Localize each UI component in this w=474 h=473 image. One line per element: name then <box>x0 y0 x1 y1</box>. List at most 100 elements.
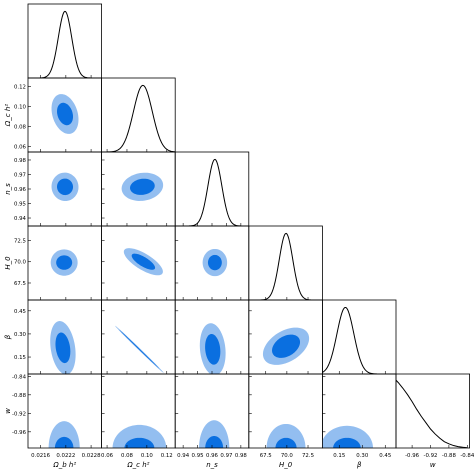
x-tick-label-w: -0.96 <box>405 453 420 459</box>
y-tick-label-n_s: 0.98 <box>14 158 27 164</box>
x-tick-label-omega_b: 0.0228 <box>82 453 101 459</box>
x-tick-label-omega_c: 0.06 <box>101 453 114 459</box>
y-tick-label-H0: 67.5 <box>14 281 26 287</box>
contour-68-beta-H0 <box>272 334 301 358</box>
x-tick-label-beta: 0.45 <box>379 453 391 459</box>
panel-frame-3-3 <box>248 225 323 301</box>
y-tick-label-beta: 0.15 <box>14 355 26 361</box>
y-axis-label-H0: H_0 <box>4 256 12 270</box>
x-tick-label-n_s: 0.95 <box>192 453 204 459</box>
x-axis-label-omega_c: Ω_c h² <box>126 461 149 469</box>
contour-68-beta-omega_b <box>55 332 71 364</box>
panel-frame-0-0 <box>27 3 102 79</box>
marginal-curve-H0 <box>248 232 323 300</box>
contour-68-beta-omega_c <box>119 329 160 369</box>
panel-frame-1-1 <box>101 77 176 153</box>
x-tick-label-H0: 72.5 <box>302 453 314 459</box>
x-tick-label-n_s: 0.98 <box>235 453 248 459</box>
contour-beta-vs-omega_c <box>115 325 164 373</box>
x-axis-label-omega_b: Ω_b h² <box>52 461 76 469</box>
contour-68-w-n_s <box>205 435 224 448</box>
marginal-omega_b <box>28 10 102 78</box>
y-tick-label-omega_c: 0.08 <box>14 125 27 131</box>
x-axis-label-w: w <box>430 461 436 469</box>
contour-68-n_s-omega_c <box>130 178 155 195</box>
x-tick-label-H0: 70.0 <box>281 453 294 459</box>
y-tick-label-w: -0.96 <box>12 430 27 436</box>
x-tick-label-omega_b: 0.0216 <box>31 453 50 459</box>
y-tick-label-omega_c: 0.06 <box>14 145 27 151</box>
contour-95-w-n_s <box>199 420 230 448</box>
contour-95-w-beta <box>322 425 373 448</box>
x-tick-label-w: -0.88 <box>442 453 457 459</box>
marginal-curve-omega_b <box>28 10 102 78</box>
marginal-beta <box>322 306 396 374</box>
marginal-H0 <box>248 232 323 300</box>
y-tick-label-n_s: 0.94 <box>14 216 27 222</box>
marginal-w <box>396 379 468 448</box>
x-axis-label-n_s: n_s <box>206 461 218 469</box>
marginal-curve-w <box>396 379 468 448</box>
contour-68-w-beta <box>333 437 361 448</box>
x-axis-label-beta: β <box>357 461 362 469</box>
x-tick-label-H0: 67.5 <box>260 453 272 459</box>
contour-n_s-vs-omega_b <box>51 172 79 202</box>
contour-n_s-vs-omega_c <box>121 172 164 201</box>
contour-95-w-H0 <box>266 423 306 448</box>
contour-68-H0-omega_b <box>56 255 73 270</box>
y-tick-label-beta: 0.30 <box>14 332 27 338</box>
x-tick-label-n_s: 0.96 <box>206 453 219 459</box>
y-axis-label-beta: β <box>4 334 12 339</box>
y-axis-label-w: w <box>4 408 12 414</box>
contour-w-vs-n_s <box>199 420 230 448</box>
x-tick-label-omega_c: 0.08 <box>121 453 134 459</box>
contour-w-vs-beta <box>322 425 373 448</box>
contour-68-w-omega_b <box>54 436 74 448</box>
contour-w-vs-H0 <box>266 423 306 448</box>
y-tick-label-omega_c: 0.12 <box>14 85 26 91</box>
y-tick-label-n_s: 0.95 <box>14 202 26 208</box>
x-tick-label-n_s: 0.94 <box>177 453 190 459</box>
x-axis-label-H0: H_0 <box>279 461 293 469</box>
marginal-curve-omega_c <box>101 84 176 152</box>
contour-w-vs-omega_b <box>48 421 80 448</box>
marginal-curve-beta <box>322 306 396 374</box>
contour-beta-vs-omega_b <box>50 321 76 374</box>
x-tick-label-w: -0.84 <box>460 453 474 459</box>
y-axis-label-n_s: n_s <box>4 183 12 195</box>
x-tick-label-omega_b: 0.0222 <box>56 453 75 459</box>
contour-H0-vs-n_s <box>202 248 228 277</box>
contour-95-w-omega_c <box>112 424 167 448</box>
contour-beta-vs-H0 <box>262 327 310 365</box>
x-tick-label-beta: 0.15 <box>333 453 345 459</box>
x-tick-label-beta: 0.30 <box>356 453 369 459</box>
marginal-curve-n_s <box>175 158 249 226</box>
x-tick-label-w: -0.92 <box>424 453 438 459</box>
contour-68-omega_c-omega_b <box>57 102 73 126</box>
y-tick-label-H0: 70.0 <box>14 260 27 266</box>
panel-frame-5-5 <box>395 373 470 449</box>
panel-frame-4-4 <box>321 299 397 375</box>
contour-68-H0-n_s <box>207 254 222 271</box>
y-axis-label-omega_c: Ω_c h² <box>4 104 12 127</box>
contour-68-H0-omega_c <box>131 253 156 270</box>
marginal-omega_c <box>101 84 176 152</box>
contour-68-n_s-omega_b <box>57 178 74 196</box>
y-tick-label-H0: 72.5 <box>14 238 26 244</box>
contour-68-beta-n_s <box>205 333 221 365</box>
contour-68-w-H0 <box>275 437 297 448</box>
y-tick-label-omega_c: 0.10 <box>14 105 27 111</box>
contour-w-vs-omega_c <box>112 424 167 448</box>
panel-frame-4-1 <box>101 299 176 375</box>
y-tick-label-w: -0.92 <box>12 411 26 417</box>
y-tick-label-w: -0.84 <box>12 374 27 380</box>
contour-beta-vs-n_s <box>199 323 226 374</box>
x-tick-label-omega_c: 0.10 <box>141 453 154 459</box>
y-tick-label-beta: 0.45 <box>14 309 26 315</box>
contour-omega_c-vs-omega_b <box>51 94 79 134</box>
y-tick-label-n_s: 0.96 <box>14 187 27 193</box>
contour-95-w-omega_b <box>48 421 80 448</box>
y-tick-label-w: -0.88 <box>12 393 27 399</box>
contour-H0-vs-omega_c <box>123 248 163 276</box>
